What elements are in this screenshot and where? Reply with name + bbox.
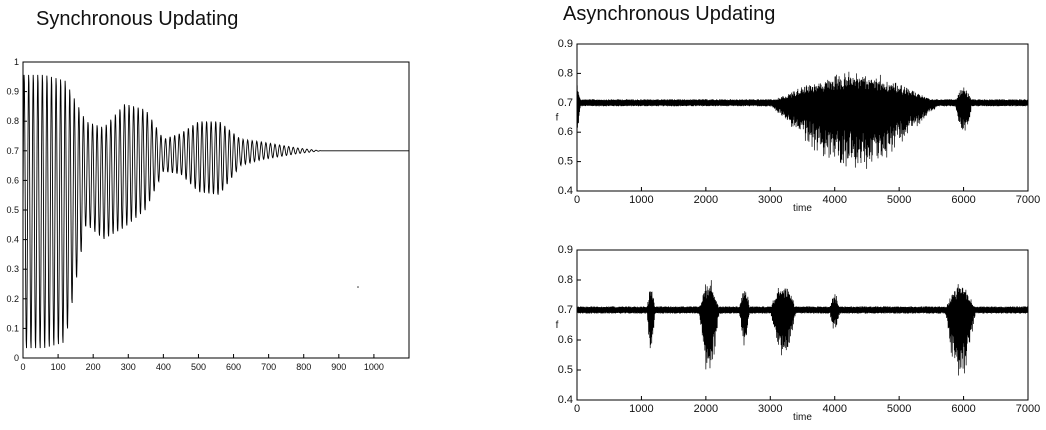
- async-chart-title: Asynchronous Updating: [563, 3, 776, 25]
- x-axis-label: time: [793, 203, 812, 214]
- y-tick-label: 0.5: [558, 156, 573, 168]
- y-tick-label: 0.5: [6, 205, 19, 215]
- y-tick-label: 0.4: [558, 394, 573, 406]
- sync-series-line: [22, 74, 409, 349]
- y-tick-label: 0: [14, 353, 19, 363]
- x-tick-label: 4000: [822, 194, 846, 206]
- y-tick-label: 0.9: [558, 38, 573, 50]
- y-tick-label: 0.8: [558, 67, 573, 79]
- y-tick-label: 0.7: [558, 304, 573, 316]
- x-tick-label: 0: [574, 403, 580, 415]
- y-axis-label: f: [556, 113, 559, 124]
- x-tick-label: 700: [261, 362, 276, 372]
- y-tick-label: 0.6: [558, 126, 573, 138]
- x-tick-label: 800: [296, 362, 311, 372]
- y-tick-label: 0.7: [558, 97, 573, 109]
- y-tick-label: 0.4: [558, 185, 573, 197]
- async-series-line: [576, 71, 1029, 169]
- x-tick-label: 5000: [887, 403, 911, 415]
- plot-frame: [22, 61, 410, 359]
- x-tick-label: 400: [156, 362, 171, 372]
- x-tick-label: 0: [574, 194, 580, 206]
- x-tick-label: 600: [226, 362, 241, 372]
- y-tick-label: 0.5: [558, 364, 573, 376]
- x-tick-label: 1000: [629, 194, 653, 206]
- x-tick-label: 5000: [887, 194, 911, 206]
- y-tick-label: 0.8: [6, 116, 19, 126]
- x-tick-label: 6000: [951, 194, 975, 206]
- x-tick-label: 300: [121, 362, 136, 372]
- y-tick-label: 0.1: [6, 323, 19, 333]
- y-tick-label: 0.7: [6, 146, 19, 156]
- plot-frame: [576, 249, 1029, 401]
- y-tick-label: 0.9: [558, 244, 573, 256]
- stray-dot: [357, 286, 359, 288]
- x-tick-label: 3000: [758, 194, 782, 206]
- x-tick-label: 1000: [364, 362, 384, 372]
- x-tick-label: 7000: [1016, 403, 1040, 415]
- x-tick-label: 6000: [951, 403, 975, 415]
- x-tick-label: 7000: [1016, 194, 1040, 206]
- x-tick-label: 0: [20, 362, 25, 372]
- x-tick-label: 500: [191, 362, 206, 372]
- y-tick-label: 0.2: [6, 294, 19, 304]
- y-tick-label: 0.8: [558, 274, 573, 286]
- y-tick-label: 0.6: [558, 334, 573, 346]
- x-tick-label: 200: [86, 362, 101, 372]
- y-tick-label: 0.4: [6, 235, 19, 245]
- sync-chart-title: Synchronous Updating: [36, 8, 239, 30]
- x-tick-label: 100: [51, 362, 66, 372]
- y-tick-label: 0.6: [6, 175, 19, 185]
- x-tick-label: 1000: [629, 403, 653, 415]
- sync-chart: 0 100 200 300 400 500 600 700 800 900 1000 0 0.1 0.2 0…: [6, 57, 410, 372]
- x-tick-label: 4000: [822, 403, 846, 415]
- y-tick-label: 0.3: [6, 264, 19, 274]
- y-tick-label: 0.9: [6, 87, 19, 97]
- y-axis-label: f: [556, 320, 559, 331]
- x-tick-label: 3000: [758, 403, 782, 415]
- async-chart-top: 0 1000 2000 3000 4000 5000 6000 7000 0.4 0.5 0.6 0.…: [556, 38, 1041, 214]
- x-tick-label: 2000: [694, 194, 718, 206]
- x-axis-label: time: [793, 412, 812, 423]
- x-tick-label: 2000: [694, 403, 718, 415]
- async-chart-bottom: 0 1000 2000 3000 4000 5000 6000 7000 0.4 0.5 0.6 0.…: [556, 244, 1041, 423]
- async-series-line: [576, 280, 1029, 376]
- x-tick-label: 900: [331, 362, 346, 372]
- y-tick-label: 1: [14, 57, 19, 67]
